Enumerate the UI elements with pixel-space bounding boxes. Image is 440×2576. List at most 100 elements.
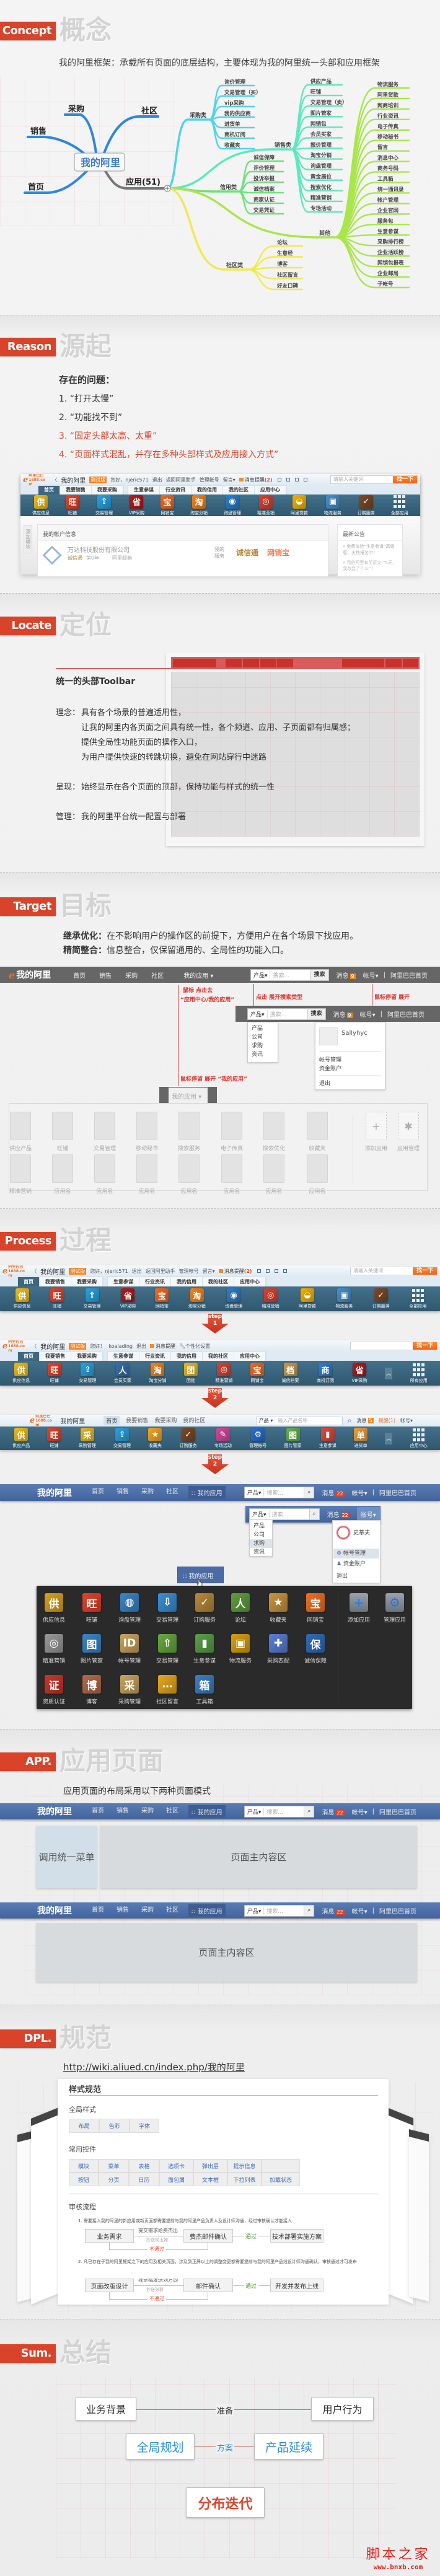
control-link[interactable]: 模块	[69, 2159, 99, 2173]
nav-tab[interactable]: 行业资讯	[160, 486, 191, 495]
settings-icon[interactable]: ✱	[398, 1112, 419, 1140]
search-input[interactable]: 搜索...	[266, 1908, 283, 1915]
nav-link[interactable]: 首页	[92, 1807, 104, 1814]
mindmap-leaf[interactable]: 电子传真	[377, 123, 399, 130]
messages-link[interactable]: 消息 9	[333, 1011, 353, 1019]
alibaba-home-link[interactable]: 阿里巴巴首页	[379, 1908, 416, 1915]
style-link[interactable]: 布局	[69, 2119, 99, 2133]
alibaba-logo[interactable]: e 阿里巴巴 1688.com	[2, 1265, 25, 1278]
search-input[interactable]: 搜索...	[273, 972, 290, 979]
manage-apps-button[interactable]: ⚙ 管理应用	[377, 1593, 412, 1624]
alibaba-home-link[interactable]: 阿里巴巴首页	[390, 972, 428, 980]
app-shortcut[interactable]: ◒ 阿里贷款	[291, 495, 308, 516]
message-reminder[interactable]: 消息提醒	[150, 1343, 175, 1350]
app-shortcut[interactable]: ▣ 物流服务	[222, 1634, 259, 1664]
message-reminder[interactable]: 消息提醒(2)	[218, 1268, 252, 1275]
mindmap-leaf[interactable]: 统一通讯录	[377, 186, 404, 193]
mindmap-leaf[interactable]: 交易管理（卖）	[310, 99, 348, 106]
nav-link[interactable]: 销售	[117, 1906, 129, 1914]
search-type-option-hovered[interactable]: 求购	[250, 1539, 272, 1548]
app-shortcut[interactable]: 箱工具箱	[186, 1675, 223, 1705]
app-shortcut[interactable]: 淘淘宝分销	[190, 495, 208, 516]
app-shortcut[interactable]: 省 VIP采购	[352, 1363, 367, 1384]
nav-tab[interactable]: 我的社区	[223, 486, 255, 495]
nav-tab[interactable]: 我要销售	[40, 1277, 71, 1286]
mindmap-leaf[interactable]: 网商培训	[377, 102, 399, 109]
add-module-tab[interactable]: 添加模块	[24, 525, 32, 553]
search-button[interactable]: 搜索	[310, 969, 328, 980]
company-name[interactable]: 万达科技股份有限公司	[68, 547, 130, 554]
app-placeholder-icon[interactable]	[263, 1154, 284, 1183]
account-menu-item[interactable]: 资金账户	[319, 1066, 342, 1072]
app-shortcut[interactable]: … 社区留言	[149, 1675, 186, 1705]
wiki-link[interactable]: http://wiki.aliued.cn/index.php/我的阿里	[63, 2062, 245, 2073]
mindmap-leaf[interactable]: 交易管理（买）	[224, 89, 262, 96]
mindmap-leaf[interactable]: 询盘管理	[310, 163, 332, 170]
skin-switch-icon[interactable]	[257, 1269, 261, 1273]
control-link[interactable]: 文本框	[193, 2173, 227, 2186]
mindmap-leaf[interactable]: 诚信保障	[253, 154, 275, 161]
brand[interactable]: 我的阿里	[37, 1904, 72, 1917]
style-link[interactable]: 色彩	[99, 2119, 130, 2133]
alibaba-home-link[interactable]: 阿里巴巴首页	[387, 1011, 425, 1019]
add-app-label[interactable]: 添加应用	[364, 1146, 387, 1152]
my-apps-tab[interactable]: 我的应用 ▾	[169, 1088, 208, 1104]
mindmap-leaf[interactable]: 阿里贷款	[377, 92, 399, 99]
mindmap-leaf[interactable]: 交易凭证	[253, 207, 275, 214]
mindmap-leaf[interactable]: 搜索优化	[310, 184, 332, 191]
collapse-toggle[interactable]: ︽	[385, 1367, 393, 1379]
alibaba-logo[interactable]: e 阿里巴巴 1688.com	[23, 474, 45, 486]
app-shortcut[interactable]: ◒ 阿里贷款	[299, 1288, 316, 1309]
top-link[interactable]: 返回阿里助手	[145, 1268, 175, 1274]
search-input[interactable]: 搜索...	[266, 1490, 283, 1497]
account-menu[interactable]: 帐号▾	[400, 1418, 413, 1423]
nav-tab[interactable]: 我的社区	[203, 1352, 234, 1361]
nav-link[interactable]: 采购	[125, 972, 138, 980]
mindmap-leaf[interactable]: 网销包	[310, 120, 327, 127]
add-icon[interactable]: +	[366, 1112, 387, 1140]
search-input[interactable]: 输入产品名称	[278, 1417, 308, 1423]
mindmap-leaf[interactable]: 商家认证	[253, 196, 275, 203]
search-button[interactable]: 找一下	[392, 476, 417, 483]
search-category-select[interactable]: 产品▾	[245, 1807, 265, 1816]
app-placeholder-icon[interactable]	[178, 1154, 200, 1183]
top-link[interactable]: 留言▾	[202, 1268, 215, 1274]
nav-link[interactable]: 销售	[117, 1807, 129, 1814]
app-shortcut[interactable]: ⇧ 交易管理	[149, 1634, 186, 1664]
app-placeholder-icon[interactable]	[10, 1112, 31, 1140]
top-link[interactable]: 管理帐号	[199, 477, 219, 483]
mindmap-leaf[interactable]: 工具箱	[377, 176, 394, 183]
mindmap-node[interactable]: 社区	[141, 106, 157, 116]
mindmap-leaf[interactable]: 子帐号	[377, 281, 394, 288]
mindmap-category[interactable]: 信用类	[220, 183, 237, 191]
nav-link[interactable]: 采购	[141, 1906, 154, 1914]
mindmap-leaf[interactable]: 询价管理	[224, 79, 246, 86]
nav-link[interactable]: 首页	[73, 972, 86, 980]
nav-link[interactable]: 首页	[92, 1906, 104, 1914]
nav-tab[interactable]: 我要销售	[60, 486, 92, 495]
my-apps-menu[interactable]: 我的应用 ▾	[183, 972, 214, 980]
alibaba-home-link[interactable]: 阿里巴巴首页	[379, 1490, 416, 1497]
app-shortcut[interactable]: 宝网销宝	[161, 495, 174, 516]
nav-link[interactable]: 社区	[166, 1906, 178, 1914]
mindmap-leaf[interactable]: 商机订阅	[224, 131, 245, 138]
mindmap-leaf[interactable]: 企业官网	[377, 207, 398, 214]
mindmap-leaf[interactable]: 好友口碑	[276, 283, 299, 289]
search-type-option[interactable]: 资讯	[253, 1549, 265, 1555]
app-shortcut[interactable]: 档诚信档案	[282, 1363, 299, 1384]
nav-tab[interactable]: 我要销售	[126, 1418, 149, 1424]
mindmap-leaf[interactable]: 淘宝分销	[310, 152, 332, 159]
mindmap-leaf[interactable]: 图片管家	[310, 110, 332, 116]
top-link[interactable]: 留言▾	[222, 477, 235, 483]
app-shortcut[interactable]: 所有应用	[410, 1363, 428, 1384]
app-shortcut[interactable]: 图图片管家	[284, 1428, 302, 1449]
control-link[interactable]: 面包屑	[159, 2173, 193, 2186]
mindmap-leaf[interactable]: 黄金展位	[310, 174, 332, 180]
mindmap-category[interactable]: 销售类	[275, 141, 292, 149]
control-link[interactable]: 分页	[99, 2173, 129, 2186]
app-placeholder-icon[interactable]	[94, 1112, 115, 1140]
mindmap-leaf[interactable]: 论坛	[277, 239, 288, 246]
search-icon[interactable]: ⌕	[304, 1806, 314, 1817]
app-shortcut[interactable]: ⇪ 交易管理	[113, 1428, 131, 1449]
app-placeholder-icon[interactable]	[52, 1154, 73, 1183]
